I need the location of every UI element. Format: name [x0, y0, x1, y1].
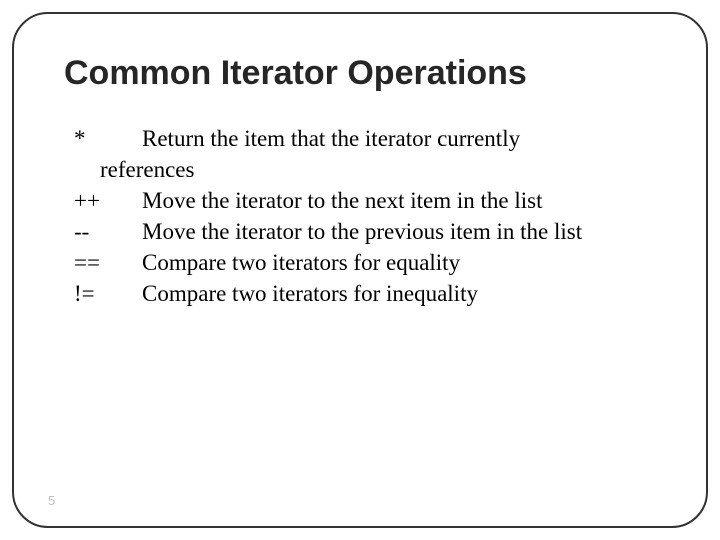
operator-row: !=Compare two iterators for inequality	[74, 278, 656, 309]
operator-symbol: *	[74, 123, 142, 154]
operator-row: --Move the iterator to the previous item…	[74, 216, 656, 247]
slide-frame: Common Iterator Operations *Return the i…	[12, 12, 708, 528]
slide-body: *Return the item that the iterator curre…	[74, 123, 656, 309]
operator-desc: Compare two iterators for inequality	[142, 281, 478, 306]
operator-desc-continuation: references	[74, 154, 656, 185]
operator-desc: Move the iterator to the previous item i…	[142, 219, 582, 244]
operator-row: ==Compare two iterators for equality	[74, 247, 656, 278]
operator-desc: Compare two iterators for equality	[142, 250, 460, 275]
page-number: 5	[48, 493, 55, 508]
operator-row: *Return the item that the iterator curre…	[74, 123, 656, 154]
operator-symbol: !=	[74, 278, 142, 309]
slide-title: Common Iterator Operations	[64, 54, 656, 93]
operator-symbol: ++	[74, 185, 142, 216]
operator-symbol: ==	[74, 247, 142, 278]
operator-row: ++Move the iterator to the next item in …	[74, 185, 656, 216]
operator-desc: Return the item that the iterator curren…	[142, 126, 520, 151]
operator-symbol: --	[74, 216, 142, 247]
operator-desc: Move the iterator to the next item in th…	[142, 188, 543, 213]
